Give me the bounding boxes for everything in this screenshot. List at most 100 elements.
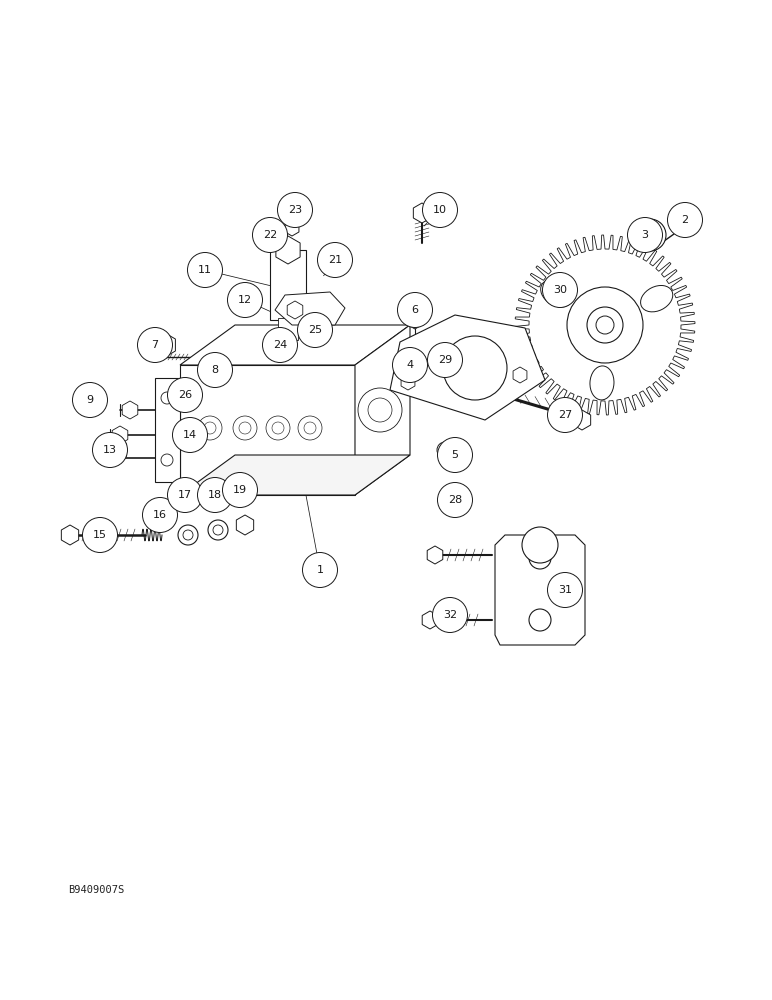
Circle shape xyxy=(547,572,583,608)
Circle shape xyxy=(213,525,223,535)
Polygon shape xyxy=(275,292,345,325)
Text: 4: 4 xyxy=(406,360,414,370)
Polygon shape xyxy=(285,220,299,236)
Circle shape xyxy=(547,397,583,432)
Circle shape xyxy=(392,348,428,382)
Text: 18: 18 xyxy=(208,490,222,500)
Circle shape xyxy=(297,312,333,348)
Polygon shape xyxy=(276,236,300,264)
Polygon shape xyxy=(422,611,438,629)
Circle shape xyxy=(161,454,173,466)
Circle shape xyxy=(208,520,228,540)
Text: 5: 5 xyxy=(452,450,459,460)
Polygon shape xyxy=(413,203,431,223)
Circle shape xyxy=(587,307,623,343)
Circle shape xyxy=(198,353,232,387)
Text: 23: 23 xyxy=(288,205,302,215)
Circle shape xyxy=(186,426,198,438)
Circle shape xyxy=(543,272,577,308)
Circle shape xyxy=(93,399,99,405)
Circle shape xyxy=(522,527,558,563)
Circle shape xyxy=(83,518,117,552)
Polygon shape xyxy=(513,367,527,383)
Circle shape xyxy=(168,377,202,412)
Circle shape xyxy=(438,483,472,518)
Text: 9: 9 xyxy=(86,395,93,405)
Text: 28: 28 xyxy=(448,495,462,505)
Circle shape xyxy=(567,287,643,363)
Circle shape xyxy=(428,342,462,377)
Bar xyxy=(278,318,298,340)
Circle shape xyxy=(437,442,453,458)
Text: 13: 13 xyxy=(103,445,117,455)
Polygon shape xyxy=(236,515,254,535)
Text: 31: 31 xyxy=(558,585,572,595)
Polygon shape xyxy=(574,410,591,430)
Circle shape xyxy=(272,422,284,434)
Circle shape xyxy=(529,609,551,631)
Text: 19: 19 xyxy=(233,485,247,495)
Circle shape xyxy=(529,547,551,569)
Circle shape xyxy=(204,422,216,434)
Polygon shape xyxy=(515,235,695,415)
Polygon shape xyxy=(61,525,79,545)
Polygon shape xyxy=(287,301,303,319)
Text: 16: 16 xyxy=(153,510,167,520)
Circle shape xyxy=(188,252,222,288)
Circle shape xyxy=(239,422,251,434)
Text: 8: 8 xyxy=(212,365,218,375)
Ellipse shape xyxy=(408,355,416,369)
Circle shape xyxy=(198,416,222,440)
Text: 30: 30 xyxy=(553,285,567,295)
Polygon shape xyxy=(390,315,545,420)
Text: 15: 15 xyxy=(93,530,107,540)
Circle shape xyxy=(634,219,666,251)
Circle shape xyxy=(422,192,458,228)
Circle shape xyxy=(198,478,232,512)
Circle shape xyxy=(438,438,472,473)
Polygon shape xyxy=(112,426,128,444)
Circle shape xyxy=(266,239,278,251)
Circle shape xyxy=(398,292,432,328)
Circle shape xyxy=(168,478,202,512)
Circle shape xyxy=(233,416,257,440)
Text: 6: 6 xyxy=(411,305,418,315)
Circle shape xyxy=(298,416,322,440)
Polygon shape xyxy=(405,307,425,329)
Text: 21: 21 xyxy=(328,255,342,265)
Text: 29: 29 xyxy=(438,355,452,365)
Circle shape xyxy=(93,432,127,468)
Circle shape xyxy=(109,444,121,456)
Text: 1: 1 xyxy=(317,565,323,575)
Circle shape xyxy=(596,316,614,334)
Polygon shape xyxy=(180,325,410,365)
Polygon shape xyxy=(180,365,355,495)
Circle shape xyxy=(443,336,507,400)
Polygon shape xyxy=(122,401,137,419)
Text: 10: 10 xyxy=(433,205,447,215)
Circle shape xyxy=(222,473,258,508)
Circle shape xyxy=(210,362,226,378)
Circle shape xyxy=(262,328,297,362)
Circle shape xyxy=(228,282,262,318)
Text: 14: 14 xyxy=(183,430,197,440)
Circle shape xyxy=(450,495,460,505)
Circle shape xyxy=(681,213,695,227)
Text: 2: 2 xyxy=(682,215,689,225)
Circle shape xyxy=(277,192,313,228)
Polygon shape xyxy=(155,378,180,482)
Circle shape xyxy=(178,525,198,545)
Ellipse shape xyxy=(590,366,614,400)
Polygon shape xyxy=(102,449,118,467)
Circle shape xyxy=(303,552,337,587)
Text: 27: 27 xyxy=(558,410,572,420)
Bar xyxy=(270,250,306,320)
Text: 32: 32 xyxy=(443,610,457,620)
Text: 3: 3 xyxy=(642,230,648,240)
Text: 22: 22 xyxy=(263,230,277,240)
Circle shape xyxy=(183,530,193,540)
Polygon shape xyxy=(427,546,443,564)
Polygon shape xyxy=(103,437,127,463)
Circle shape xyxy=(368,398,392,422)
Circle shape xyxy=(73,382,107,418)
